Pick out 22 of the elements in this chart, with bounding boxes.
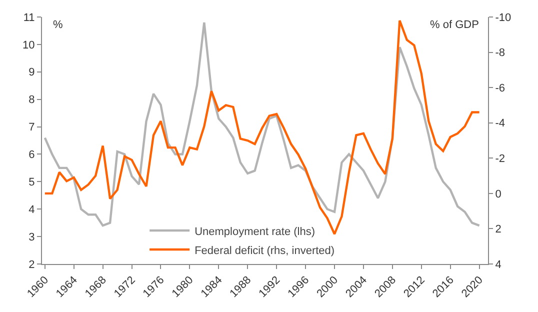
y2-tick-label: -4: [495, 118, 505, 130]
y2-tick-label: 2: [495, 224, 502, 236]
y-tick-label: 4: [28, 204, 35, 216]
y-tick-label: 7: [28, 122, 35, 134]
legend-label: Unemployment rate (lhs): [194, 226, 316, 238]
y-tick-label: 9: [28, 66, 35, 79]
y2-tick-label: -10: [495, 12, 512, 24]
y-tick-label: 11: [23, 12, 35, 24]
y-tick-label: 8: [28, 94, 35, 106]
y-tick-label: 3: [28, 231, 35, 244]
y2-tick-label: -8: [495, 47, 505, 60]
y-tick-label: 2: [28, 258, 35, 271]
legend-label: Federal deficit (rhs, inverted): [194, 244, 335, 257]
y2-axis-title: % of GDP: [430, 19, 479, 31]
y-tick-label: 10: [22, 39, 35, 52]
y-tick-label: 6: [28, 149, 35, 162]
y2-tick-label: -2: [495, 152, 505, 165]
y2-tick-label: 4: [495, 258, 502, 271]
y2-tick-label: -6: [495, 82, 505, 94]
y-axis-title: %: [53, 19, 63, 31]
y-tick-label: 5: [28, 176, 35, 189]
y2-tick-label: 0: [495, 188, 502, 200]
